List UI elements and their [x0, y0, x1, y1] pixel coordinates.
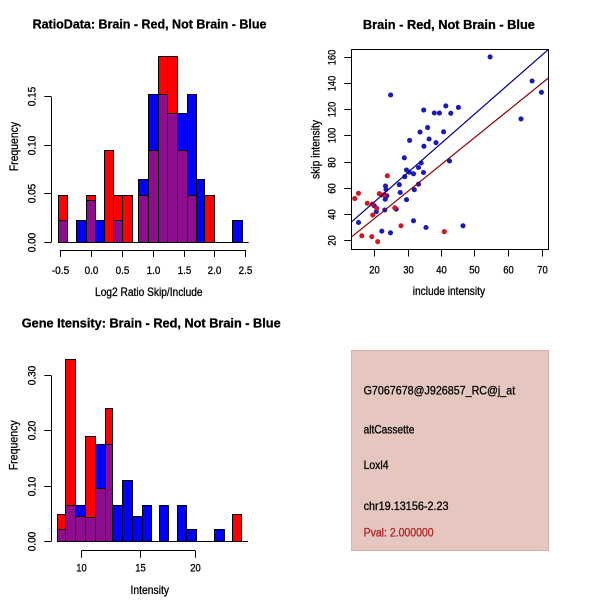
svg-text:chr19.13156-2.23: chr19.13156-2.23	[364, 499, 449, 513]
svg-text:0.10: 0.10	[26, 477, 38, 497]
svg-text:0.00: 0.00	[26, 532, 38, 552]
svg-text:20: 20	[369, 264, 380, 276]
svg-text:skip intensity: skip intensity	[309, 120, 323, 179]
svg-text:1.5: 1.5	[178, 265, 192, 277]
svg-text:120: 120	[327, 102, 339, 118]
svg-text:20: 20	[190, 562, 201, 574]
svg-text:0.5: 0.5	[116, 265, 130, 277]
svg-text:RatioData: Brain - Red, Not Br: RatioData: Brain - Red, Not Brain - Blue	[33, 18, 267, 32]
svg-text:1.0: 1.0	[147, 265, 161, 277]
svg-text:0.05: 0.05	[26, 184, 38, 204]
svg-text:altCassette: altCassette	[364, 422, 415, 436]
svg-text:0.00: 0.00	[26, 233, 38, 253]
svg-text:Loxl4: Loxl4	[364, 458, 389, 472]
svg-text:70: 70	[537, 264, 548, 276]
svg-text:60: 60	[503, 264, 514, 276]
svg-text:Frequency: Frequency	[7, 122, 21, 171]
svg-text:140: 140	[327, 76, 339, 92]
svg-text:0.0: 0.0	[85, 265, 99, 277]
svg-text:40: 40	[436, 264, 447, 276]
svg-text:0.15: 0.15	[26, 87, 38, 107]
svg-text:80: 80	[327, 157, 339, 168]
svg-text:100: 100	[327, 128, 339, 144]
svg-text:2.5: 2.5	[239, 265, 253, 277]
svg-text:Gene Itensity: Brain - Red, No: Gene Itensity: Brain - Red, Not Brain - …	[22, 317, 281, 331]
svg-text:10: 10	[76, 562, 87, 574]
svg-text:20: 20	[327, 235, 339, 246]
svg-text:30: 30	[403, 264, 414, 276]
svg-text:60: 60	[327, 183, 339, 194]
svg-text:2.0: 2.0	[208, 265, 222, 277]
svg-text:0.30: 0.30	[26, 366, 38, 386]
svg-text:Brain - Red, Not Brain - Blue: Brain - Red, Not Brain - Blue	[363, 18, 535, 32]
svg-text:G7067678@J926857_RC@j_at: G7067678@J926857_RC@j_at	[364, 384, 516, 398]
svg-text:50: 50	[469, 264, 480, 276]
svg-text:0.10: 0.10	[26, 136, 38, 156]
svg-text:Frequency: Frequency	[7, 420, 21, 470]
svg-text:Pval: 2.000000: Pval: 2.000000	[364, 526, 434, 540]
svg-text:15: 15	[135, 562, 146, 574]
svg-text:Log2 Ratio Skip/Include: Log2 Ratio Skip/Include	[95, 285, 203, 299]
svg-text:40: 40	[327, 209, 339, 220]
svg-text:Intensity: Intensity	[131, 583, 170, 597]
svg-text:160: 160	[327, 50, 339, 66]
svg-text:-0.5: -0.5	[52, 265, 70, 277]
svg-text:include intensity: include intensity	[413, 284, 485, 298]
svg-text:0.20: 0.20	[26, 421, 38, 441]
